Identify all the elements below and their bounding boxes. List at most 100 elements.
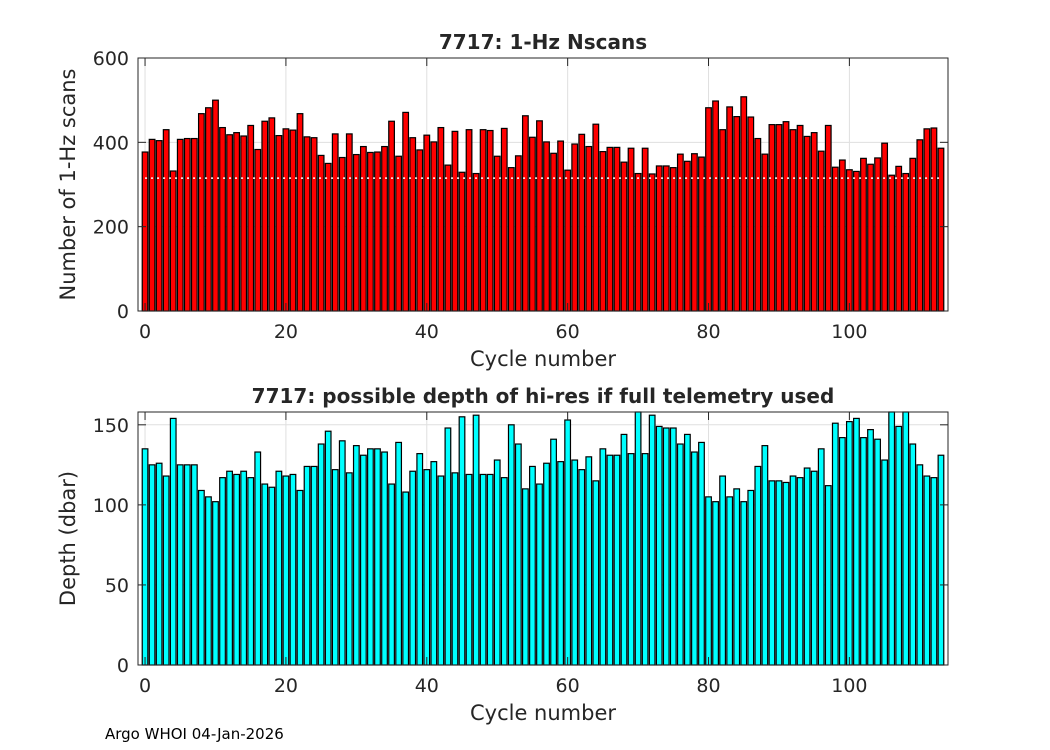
x-tick-label: 0 [139,321,151,343]
bar [458,416,466,666]
bar [212,501,219,666]
bar [521,488,529,666]
bar [754,137,762,312]
y-tick-label: 0 [117,655,129,677]
bar [909,443,917,666]
bar [226,470,233,666]
bar [824,485,832,666]
bar [444,164,452,312]
bar [536,483,543,666]
bar [838,437,846,666]
bar [479,473,487,666]
bar [310,465,318,666]
bar [557,461,565,666]
x-tick-label: 40 [415,675,439,697]
bar [634,172,642,312]
x-tick-label: 20 [274,321,298,343]
bar [571,143,579,312]
bar [881,459,889,666]
bar [430,461,438,666]
bar [853,417,860,666]
bar [564,169,572,312]
bar [923,128,931,312]
bar [669,167,677,312]
bar [845,169,853,312]
bar [381,451,388,666]
bar [719,129,727,312]
y-axis-label: Depth (dbar) [56,471,80,606]
bar [564,419,572,666]
bar [303,136,311,312]
bar [486,129,494,312]
bar [331,469,339,666]
bar [451,472,459,666]
bar [613,454,621,666]
bar [169,417,177,666]
y-tick-label: 200 [93,217,129,239]
bar [359,454,367,666]
bar [726,496,734,666]
bar [810,470,818,666]
bar [169,170,177,312]
bar [197,113,205,312]
bar [388,483,395,666]
bar [648,414,656,666]
bar [275,134,283,312]
bar [514,155,522,312]
bar [930,477,938,666]
bar [345,133,353,312]
bar [740,501,748,666]
bar [789,129,797,312]
bar [775,124,783,312]
bar [472,172,480,312]
bar [261,483,269,666]
bar [683,433,691,666]
bar [768,124,776,312]
axes-box [137,57,949,312]
bar [275,470,283,666]
bar [817,448,825,666]
bar [409,470,417,666]
bar [507,424,515,666]
bar [289,473,297,666]
bar [655,165,663,312]
bar [620,433,628,666]
bar [705,496,712,666]
bar [148,464,156,666]
bar [289,129,297,312]
bar [416,149,424,312]
bar [881,142,889,312]
bar [162,129,170,312]
bar [902,411,910,666]
x-tick-label: 100 [831,321,867,343]
bar [388,120,395,312]
x-tick-label: 60 [556,321,580,343]
bar [634,411,642,666]
bar [521,115,529,312]
bar [817,150,825,312]
bar [324,430,332,666]
bar [190,137,198,312]
bar [536,120,543,312]
bar [183,137,191,312]
bar [162,475,170,666]
bar [726,106,734,312]
x-tick-label: 20 [274,675,298,697]
bar [219,477,226,666]
bar [796,477,804,666]
bar [691,451,698,666]
bar [662,165,670,312]
bar [529,465,536,666]
bar [627,147,635,312]
bar [782,121,790,312]
bar [409,137,417,312]
y-tick-label: 100 [93,495,129,517]
bar [367,448,374,666]
bar [669,427,677,666]
bar [831,166,839,312]
bar [219,126,226,312]
bar [557,140,565,312]
bar [395,155,403,312]
bar [367,151,374,312]
bar [909,157,917,312]
